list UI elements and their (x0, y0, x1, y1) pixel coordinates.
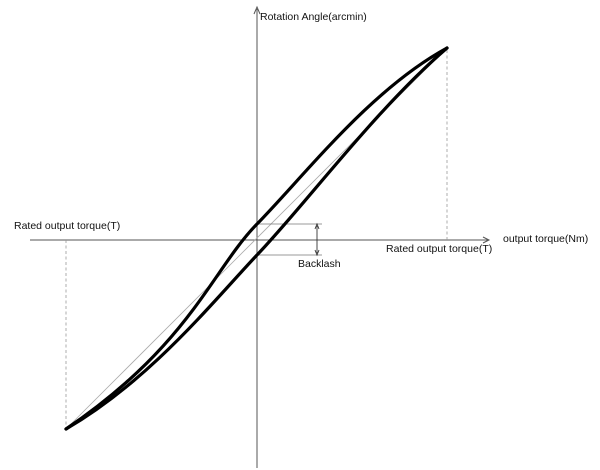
backlash-arrowhead-up (314, 222, 320, 230)
rated-torque-left-label: Rated output torque(T) (14, 220, 121, 232)
y-axis-label: Rotation Angle(arcmin) (260, 11, 367, 23)
backlash-arrowhead-down (314, 249, 320, 257)
y-axis-arrowhead (253, 5, 261, 15)
backlash-label: Backlash (298, 258, 341, 270)
x-axis-arrowhead (482, 236, 491, 244)
hysteresis-lower-branch (64, 46, 449, 431)
x-axis-label: output torque(Nm) (503, 233, 589, 245)
rated-torque-right-label: Rated output torque(T) (386, 243, 493, 255)
hysteresis-upper-branch (64, 46, 449, 431)
